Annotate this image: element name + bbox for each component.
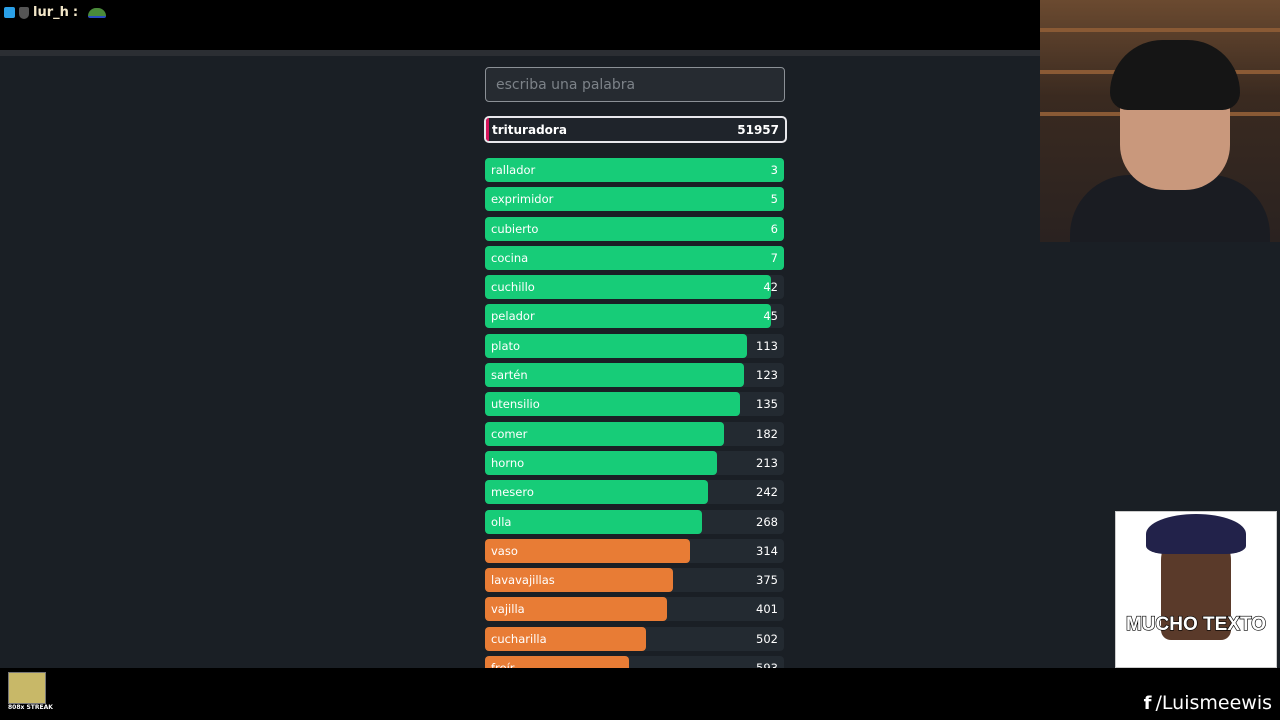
guess-rank: 182 (756, 426, 778, 441)
guess-row: plato 113 (485, 333, 784, 358)
guess-word: sartén (491, 368, 528, 383)
guess-row: lavavajillas 375 (485, 568, 784, 593)
badge-cube-icon (4, 7, 15, 18)
streak-image (8, 672, 46, 704)
chat-separator: : (72, 5, 79, 20)
chat-overlay: lur_h : (0, 0, 1040, 50)
current-guess-rank: 51957 (737, 122, 779, 137)
guess-bar-fill (485, 450, 717, 475)
guess-rank: 5 (770, 192, 778, 207)
current-guess-word: trituradora (492, 122, 567, 137)
guess-word: rallador (491, 163, 536, 177)
guess-word: pelador (491, 309, 535, 324)
meme-image: MUCHO TEXTO (1115, 511, 1277, 668)
webcam-feed (1040, 0, 1280, 242)
guess-word: plato (491, 338, 521, 353)
guess-word: cubierto (491, 221, 539, 236)
guess-row: exprimidor 5 (485, 187, 784, 212)
guess-word: vajilla (491, 602, 525, 617)
guess-bar-fill (485, 538, 690, 563)
social-handle-text: /Luismeewis (1155, 692, 1272, 714)
guess-row: horno 213 (485, 450, 784, 475)
guess-rank: 6 (770, 221, 778, 236)
guess-row: vajilla 401 (485, 597, 784, 622)
badge-shield-icon (19, 6, 29, 19)
guess-row: sartén 123 (485, 363, 784, 388)
guess-list: rallador 3 exprimidor 5 cubierto 6 cocina 7 cuch… (485, 158, 784, 685)
guess-rank: 123 (756, 368, 778, 383)
guess-row: cuchillo 42 (485, 275, 784, 300)
guess-rank: 242 (756, 485, 778, 500)
guess-word: cuchillo (491, 280, 535, 295)
guess-word: cucharilla (491, 631, 547, 646)
bottom-bar (0, 668, 1280, 720)
guess-rank: 42 (763, 280, 778, 295)
guess-bar-fill (485, 216, 784, 241)
guess-word: olla (491, 514, 512, 529)
guess-row: vaso 314 (485, 538, 784, 563)
meme-caption: MUCHO TEXTO (1125, 613, 1267, 635)
guess-word: comer (491, 426, 528, 441)
guess-bar-fill (485, 333, 747, 358)
guess-bar-fill (485, 363, 744, 388)
word-input[interactable] (485, 67, 785, 102)
streak-badge: 808x STREAK (8, 672, 53, 718)
social-handle: f /Luismeewis (1144, 692, 1272, 714)
guess-word: vaso (491, 543, 518, 558)
guess-word: lavavajillas (491, 573, 555, 588)
guess-row: cocina 7 (485, 245, 784, 270)
guess-word: exprimidor (491, 192, 554, 207)
guess-rank: 401 (756, 602, 778, 617)
guess-word: cocina (491, 250, 529, 265)
pepe-emote-icon (88, 7, 107, 18)
current-guess: trituradora 51957 (484, 116, 787, 143)
guess-bar-fill (485, 275, 771, 300)
chat-message: lur_h : (4, 5, 107, 20)
facebook-icon: f (1143, 692, 1152, 714)
guess-rank: 3 (770, 163, 778, 177)
guess-rank: 502 (756, 631, 778, 646)
guess-rank: 268 (756, 514, 778, 529)
guess-row: utensilio 135 (485, 392, 784, 417)
guess-row: rallador 3 (485, 158, 784, 182)
guess-rank: 375 (756, 573, 778, 588)
guess-row: pelador 45 (485, 304, 784, 329)
guess-row: cucharilla 502 (485, 626, 784, 651)
guess-rank: 7 (770, 250, 778, 265)
guess-row: olla 268 (485, 509, 784, 534)
guess-bar-fill (485, 421, 725, 446)
guess-word: horno (491, 455, 525, 470)
guess-bar-fill (485, 568, 674, 593)
guess-word: mesero (491, 485, 534, 500)
divider (0, 50, 1040, 56)
guess-bar-fill (485, 480, 708, 505)
guess-word: utensilio (491, 397, 540, 412)
guess-bar-fill (485, 158, 784, 182)
guess-rank: 314 (756, 543, 778, 558)
guess-row: cubierto 6 (485, 216, 784, 241)
guess-row: mesero 242 (485, 480, 784, 505)
chat-username: lur_h (33, 5, 69, 20)
guess-bar-fill (485, 245, 784, 270)
guess-bar-fill (485, 392, 740, 417)
hat-icon (1146, 514, 1246, 554)
guess-rank: 113 (756, 338, 778, 353)
guess-bar-fill (485, 187, 784, 212)
guess-row: comer 182 (485, 421, 784, 446)
guess-rank: 45 (763, 309, 778, 324)
guess-bar-fill (485, 597, 668, 622)
guess-bar-fill (485, 626, 647, 651)
guess-bar-fill (485, 304, 771, 329)
guess-bar-fill (485, 509, 702, 534)
guess-rank: 213 (756, 455, 778, 470)
guess-rank: 135 (756, 397, 778, 412)
streak-label: 808x STREAK (8, 704, 53, 711)
